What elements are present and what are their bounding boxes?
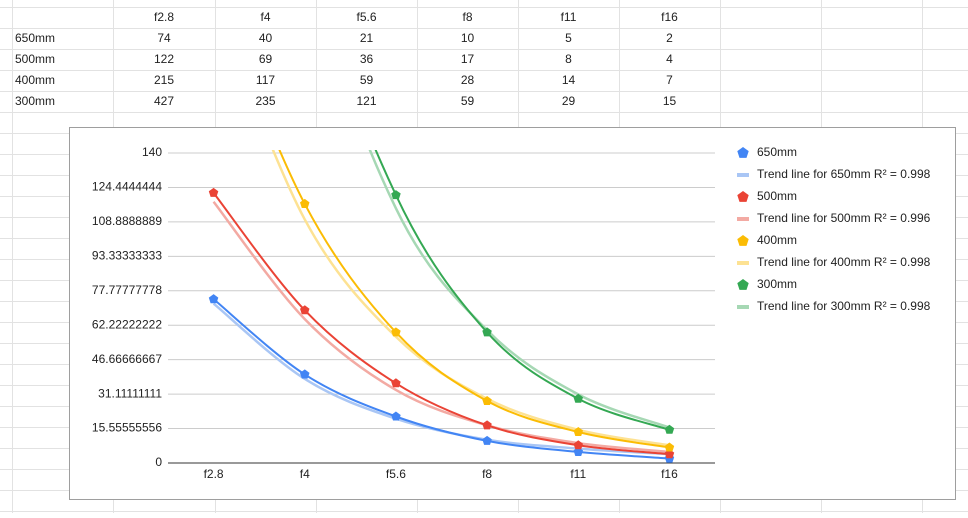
column-header: f2.8 — [154, 10, 174, 24]
cell-value: 40 — [259, 31, 273, 45]
cell-value: 21 — [360, 31, 374, 45]
column-header: f11 — [561, 10, 577, 24]
cell-value: 14 — [562, 73, 576, 87]
data-point — [300, 369, 310, 379]
y-tick-label: 46.66666667 — [92, 352, 162, 366]
data-point — [573, 440, 583, 450]
cell-value: 117 — [256, 73, 275, 87]
legend-marker — [737, 235, 749, 246]
cell-value: 17 — [461, 52, 475, 66]
series-line — [212, 298, 670, 460]
y-tick-label: 62.22222222 — [92, 317, 162, 331]
y-tick-label: 0 — [155, 455, 162, 469]
data-point — [300, 305, 310, 315]
column-header: f8 — [462, 10, 472, 24]
cell-value: 69 — [259, 52, 273, 66]
y-tick-label: 77.77777778 — [92, 283, 162, 297]
y-tick-label: 15.55555556 — [92, 421, 162, 435]
cell-value: 121 — [356, 94, 376, 108]
x-tick-label: f16 — [661, 467, 678, 481]
legend-marker — [737, 191, 749, 202]
chart: 0 15.55555556 31.11111111 46.66666667 62.222… — [92, 145, 931, 481]
cell-value: 29 — [562, 94, 576, 108]
cell-value: 122 — [154, 52, 174, 66]
cell-value: 235 — [255, 94, 275, 108]
data-point — [664, 424, 675, 434]
legend-label: Trend line for 400mm R² = 0.998 — [757, 255, 931, 269]
cell-value: 59 — [360, 73, 374, 87]
cell-value: 5 — [565, 31, 572, 45]
data-point — [482, 396, 492, 405]
legend-label: 300mm — [757, 277, 797, 291]
cell-value: 36 — [360, 52, 374, 66]
cell-value: 74 — [157, 31, 171, 45]
chart-frame — [69, 127, 956, 500]
cell-value: 7 — [666, 73, 673, 87]
x-tick-label: f4 — [300, 467, 310, 481]
legend-label: Trend line for 300mm R² = 0.998 — [757, 299, 931, 313]
data-point — [208, 187, 219, 197]
legend-marker — [737, 147, 749, 158]
legend-label: 650mm — [757, 145, 797, 159]
data-point — [300, 198, 310, 208]
y-tick-label: 31.11111111 — [98, 386, 162, 400]
x-tick-label: f5.6 — [386, 467, 406, 481]
cell-value: 2 — [666, 31, 673, 45]
data-point — [664, 442, 675, 452]
x-tick-label: f11 — [570, 467, 586, 481]
column-header: f5.6 — [356, 10, 376, 24]
legend-label: 500mm — [757, 189, 797, 203]
cell-value: 10 — [461, 31, 475, 45]
row-label: 500mm — [15, 52, 55, 66]
cell-value: 8 — [565, 52, 572, 66]
row-label: 650mm — [15, 31, 55, 45]
cell-value: 28 — [461, 73, 475, 87]
x-tick-label: f8 — [482, 467, 492, 481]
x-tick-label: f2.8 — [204, 467, 224, 481]
data-point — [391, 411, 401, 421]
cell-value: 427 — [154, 94, 174, 108]
data-point — [482, 435, 492, 445]
row-label: 300mm — [15, 94, 55, 108]
data-point — [391, 378, 401, 388]
trend-line — [368, 150, 670, 429]
legend-label: Trend line for 650mm R² = 0.998 — [757, 167, 931, 181]
y-tick-label: 108.8888889 — [92, 214, 162, 228]
data-point — [391, 190, 401, 200]
data-point — [573, 393, 583, 403]
column-header: f4 — [260, 10, 270, 24]
y-tick-label: 140 — [142, 145, 162, 159]
legend-label: Trend line for 500mm R² = 0.996 — [757, 211, 931, 225]
data-point — [573, 427, 583, 436]
y-tick-label: 124.4444444 — [92, 180, 162, 194]
data-point — [482, 420, 492, 430]
plot-area — [208, 150, 675, 463]
data-point — [391, 327, 401, 337]
y-tick-label: 93.33333333 — [92, 249, 162, 263]
cell-value: 15 — [663, 94, 677, 108]
row-label: 400mm — [15, 73, 55, 87]
data-point — [208, 294, 219, 304]
cell-value: 215 — [154, 73, 174, 87]
legend-label: 400mm — [757, 233, 797, 247]
cell-value: 59 — [461, 94, 475, 108]
column-header: f16 — [661, 10, 678, 24]
cell-value: 4 — [666, 52, 673, 66]
legend-marker — [737, 279, 749, 290]
data-point — [482, 327, 492, 337]
